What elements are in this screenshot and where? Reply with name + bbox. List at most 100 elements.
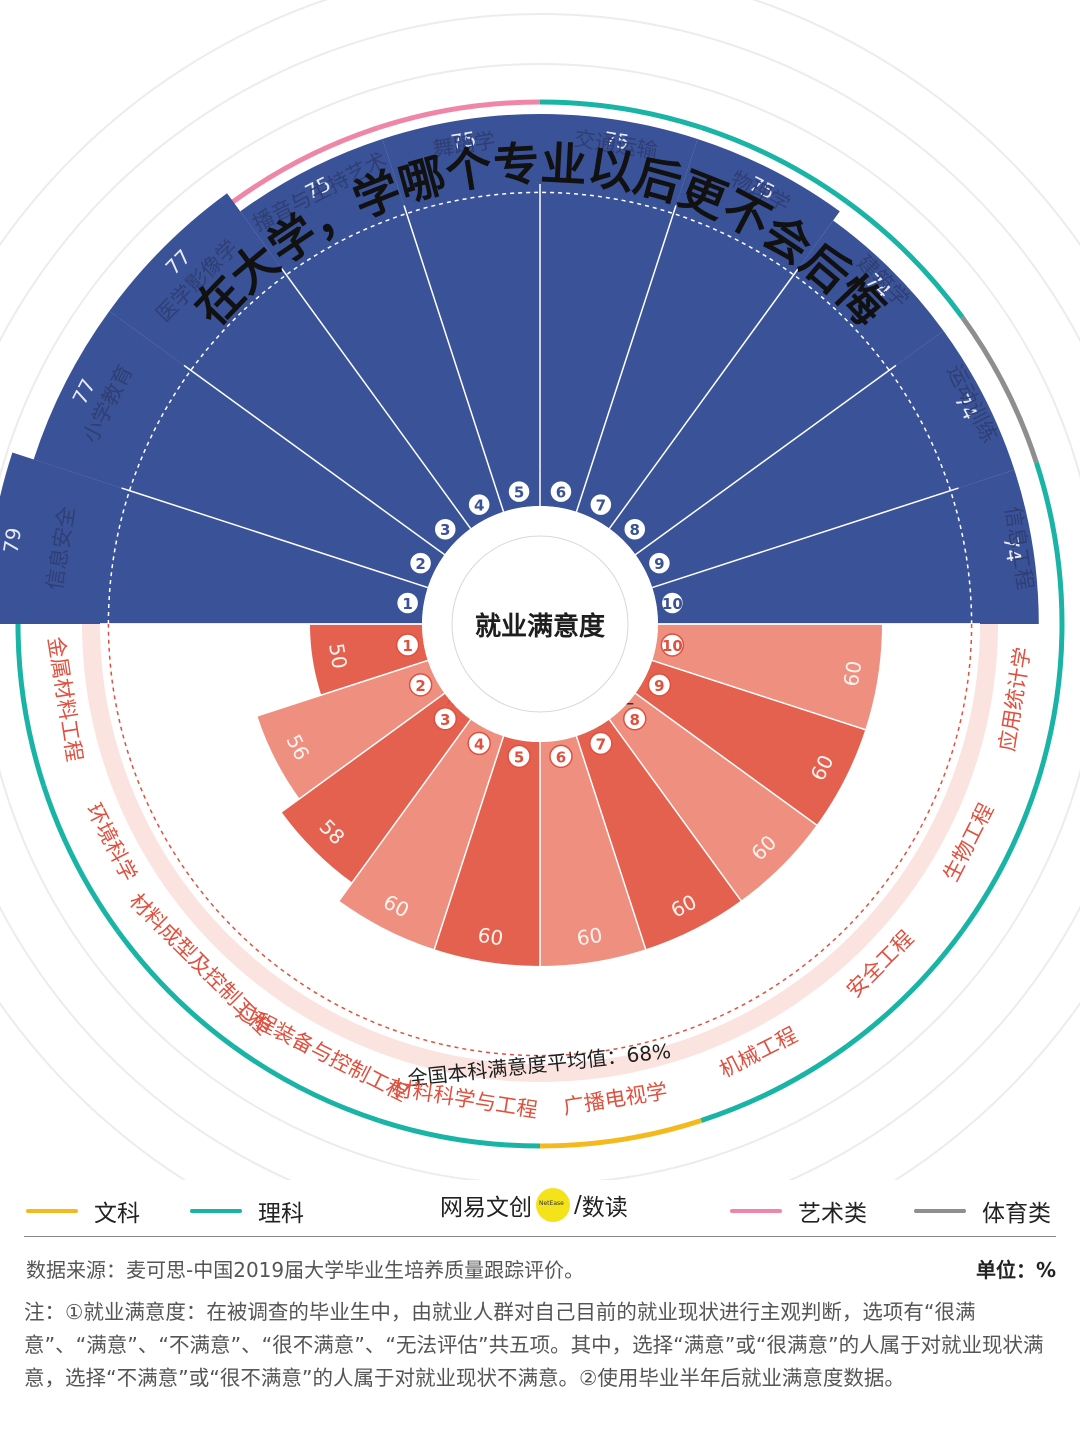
bottom-rank-5: 5 (514, 748, 524, 766)
bottom-value-label-10: 60 (839, 659, 867, 688)
background-ring-2 (0, 13, 1080, 1180)
legend-yishu: 艺术类 (730, 1194, 867, 1228)
brand-dot-text: NetEase (539, 1200, 564, 1207)
center-disc (451, 535, 629, 713)
bottom-bar-10 (652, 624, 882, 730)
top-divider-2 (183, 364, 445, 556)
category-arc-bottom-3 (115, 929, 235, 1049)
unit-label: 单位：% (975, 1258, 1056, 1282)
category-arc-bottom-4 (231, 1044, 380, 1123)
top-badge-3 (433, 517, 457, 541)
top-badge-2 (408, 551, 433, 575)
bottom-rank-1: 1 (402, 637, 412, 655)
bottom-bar-9 (635, 660, 866, 826)
top-value-label-10: 74 (999, 535, 1027, 564)
bottom-badge-4 (467, 731, 491, 756)
bottom-value-label-1: 50 (324, 642, 352, 671)
brand-right: 数读 (581, 1195, 628, 1221)
category-arc-bottom-6 (539, 1118, 703, 1149)
top-rank-10: 10 (662, 595, 683, 613)
legend-wenke-line (26, 1209, 78, 1213)
legend-like-label: 理科 (258, 1201, 304, 1227)
category-arc-bottom-1 (15, 623, 46, 787)
top-rank-3: 3 (440, 521, 450, 539)
data-source: 数据来源：麦可思-中国2019届大学毕业生培养质量跟踪评价。 (26, 1258, 585, 1282)
bottom-bar-2 (257, 660, 445, 799)
legend-like-line (190, 1209, 242, 1213)
bottom-value-label-5: 60 (476, 923, 505, 951)
brand-logo: 网易文创 NetEase / 数读 (440, 1188, 628, 1222)
top-badge-4 (467, 492, 491, 517)
bottom-divider-6 (403, 735, 505, 1043)
top-rank-9: 9 (654, 555, 664, 573)
bottom-divider-3 (608, 719, 800, 981)
bottom-badge-5 (507, 744, 531, 769)
bottom-bar-4 (338, 719, 504, 950)
legend-yishu-line (730, 1209, 782, 1213)
category-arc-bottom-10 (1034, 623, 1065, 787)
top-bar-4 (240, 138, 504, 529)
bottom-badge-7 (589, 731, 613, 756)
footnote: 注：①就业满意度：在被调查的毕业生中，由就业人群对自己目前的就业现状进行主观判断… (24, 1300, 1044, 1390)
top-rank-8: 8 (630, 521, 640, 539)
bottom-divider-1 (651, 659, 959, 761)
brand-slash: / (574, 1192, 582, 1218)
bottom-rank-7: 7 (596, 735, 606, 753)
bottom-bar-6 (540, 736, 646, 967)
top-rank-6: 6 (556, 484, 566, 502)
top-divider-8 (635, 364, 897, 556)
top-badge-8 (623, 517, 647, 541)
top-value-label-1: 79 (0, 526, 26, 555)
top-badge-5 (507, 479, 531, 504)
top-bar-9 (635, 330, 1015, 588)
top-bar-6 (540, 114, 698, 512)
top-divider-3 (280, 267, 472, 529)
bottom-badge-10 (660, 633, 685, 657)
top-divider-4 (403, 205, 505, 513)
bottom-rank-6: 6 (556, 748, 566, 766)
bottom-rank-4: 4 (474, 735, 484, 753)
bottom-rank-3: 3 (440, 711, 450, 729)
top-badge-9 (647, 551, 672, 575)
bottom-badge-6 (549, 744, 573, 769)
bottom-bar-5 (434, 736, 540, 966)
top-rank-2: 2 (415, 555, 425, 573)
bottom-bar-8 (609, 693, 817, 901)
legend-tiyu-label: 体育类 (982, 1201, 1051, 1227)
legend: 文科 理科 网易文创 NetEase / 数读 艺术类 体育类 (0, 1180, 1080, 1240)
background-ring-1 (0, 63, 1080, 1180)
bottom-value-label-6: 60 (575, 923, 604, 951)
bottom-rank-2: 2 (415, 677, 425, 695)
top-rank-5: 5 (514, 484, 524, 502)
category-arc-bottom-5 (377, 1118, 541, 1149)
category-arc-top-10 (1034, 461, 1065, 625)
top-badge-7 (589, 492, 613, 517)
category-arc-top-4 (231, 125, 380, 204)
category-arc-top-5 (377, 99, 541, 130)
category-arc-bottom-2 (41, 784, 120, 933)
category-arc-bottom-7 (700, 1044, 849, 1123)
top-divider-7 (608, 267, 800, 529)
brand-dot-icon: NetEase (536, 1188, 570, 1222)
legend-wenke: 文科 (26, 1194, 140, 1228)
top-badge-1 (395, 591, 420, 615)
center-label: 就业满意度 (475, 611, 605, 642)
category-arc-top-6 (539, 99, 703, 130)
top-divider-6 (575, 205, 677, 513)
bottom-badge-9 (647, 673, 672, 697)
brand-left: 网易文创 (440, 1195, 532, 1221)
top-bar-3 (109, 193, 471, 555)
top-divider-1 (121, 487, 429, 589)
bottom-divider-4 (575, 735, 677, 1043)
bottom-bar-3 (281, 693, 471, 883)
top-bar-10 (652, 469, 1039, 624)
bottom-rank-8: 8 (630, 711, 640, 729)
bottom-badge-3 (433, 707, 457, 731)
category-arc-bottom-9 (960, 784, 1039, 933)
bottom-badge-2 (408, 673, 433, 697)
top-bar-2 (33, 311, 445, 588)
top-value-label-6: 75 (602, 127, 631, 155)
legend-yishu-label: 艺术类 (798, 1201, 867, 1227)
top-divider-9 (651, 487, 959, 589)
